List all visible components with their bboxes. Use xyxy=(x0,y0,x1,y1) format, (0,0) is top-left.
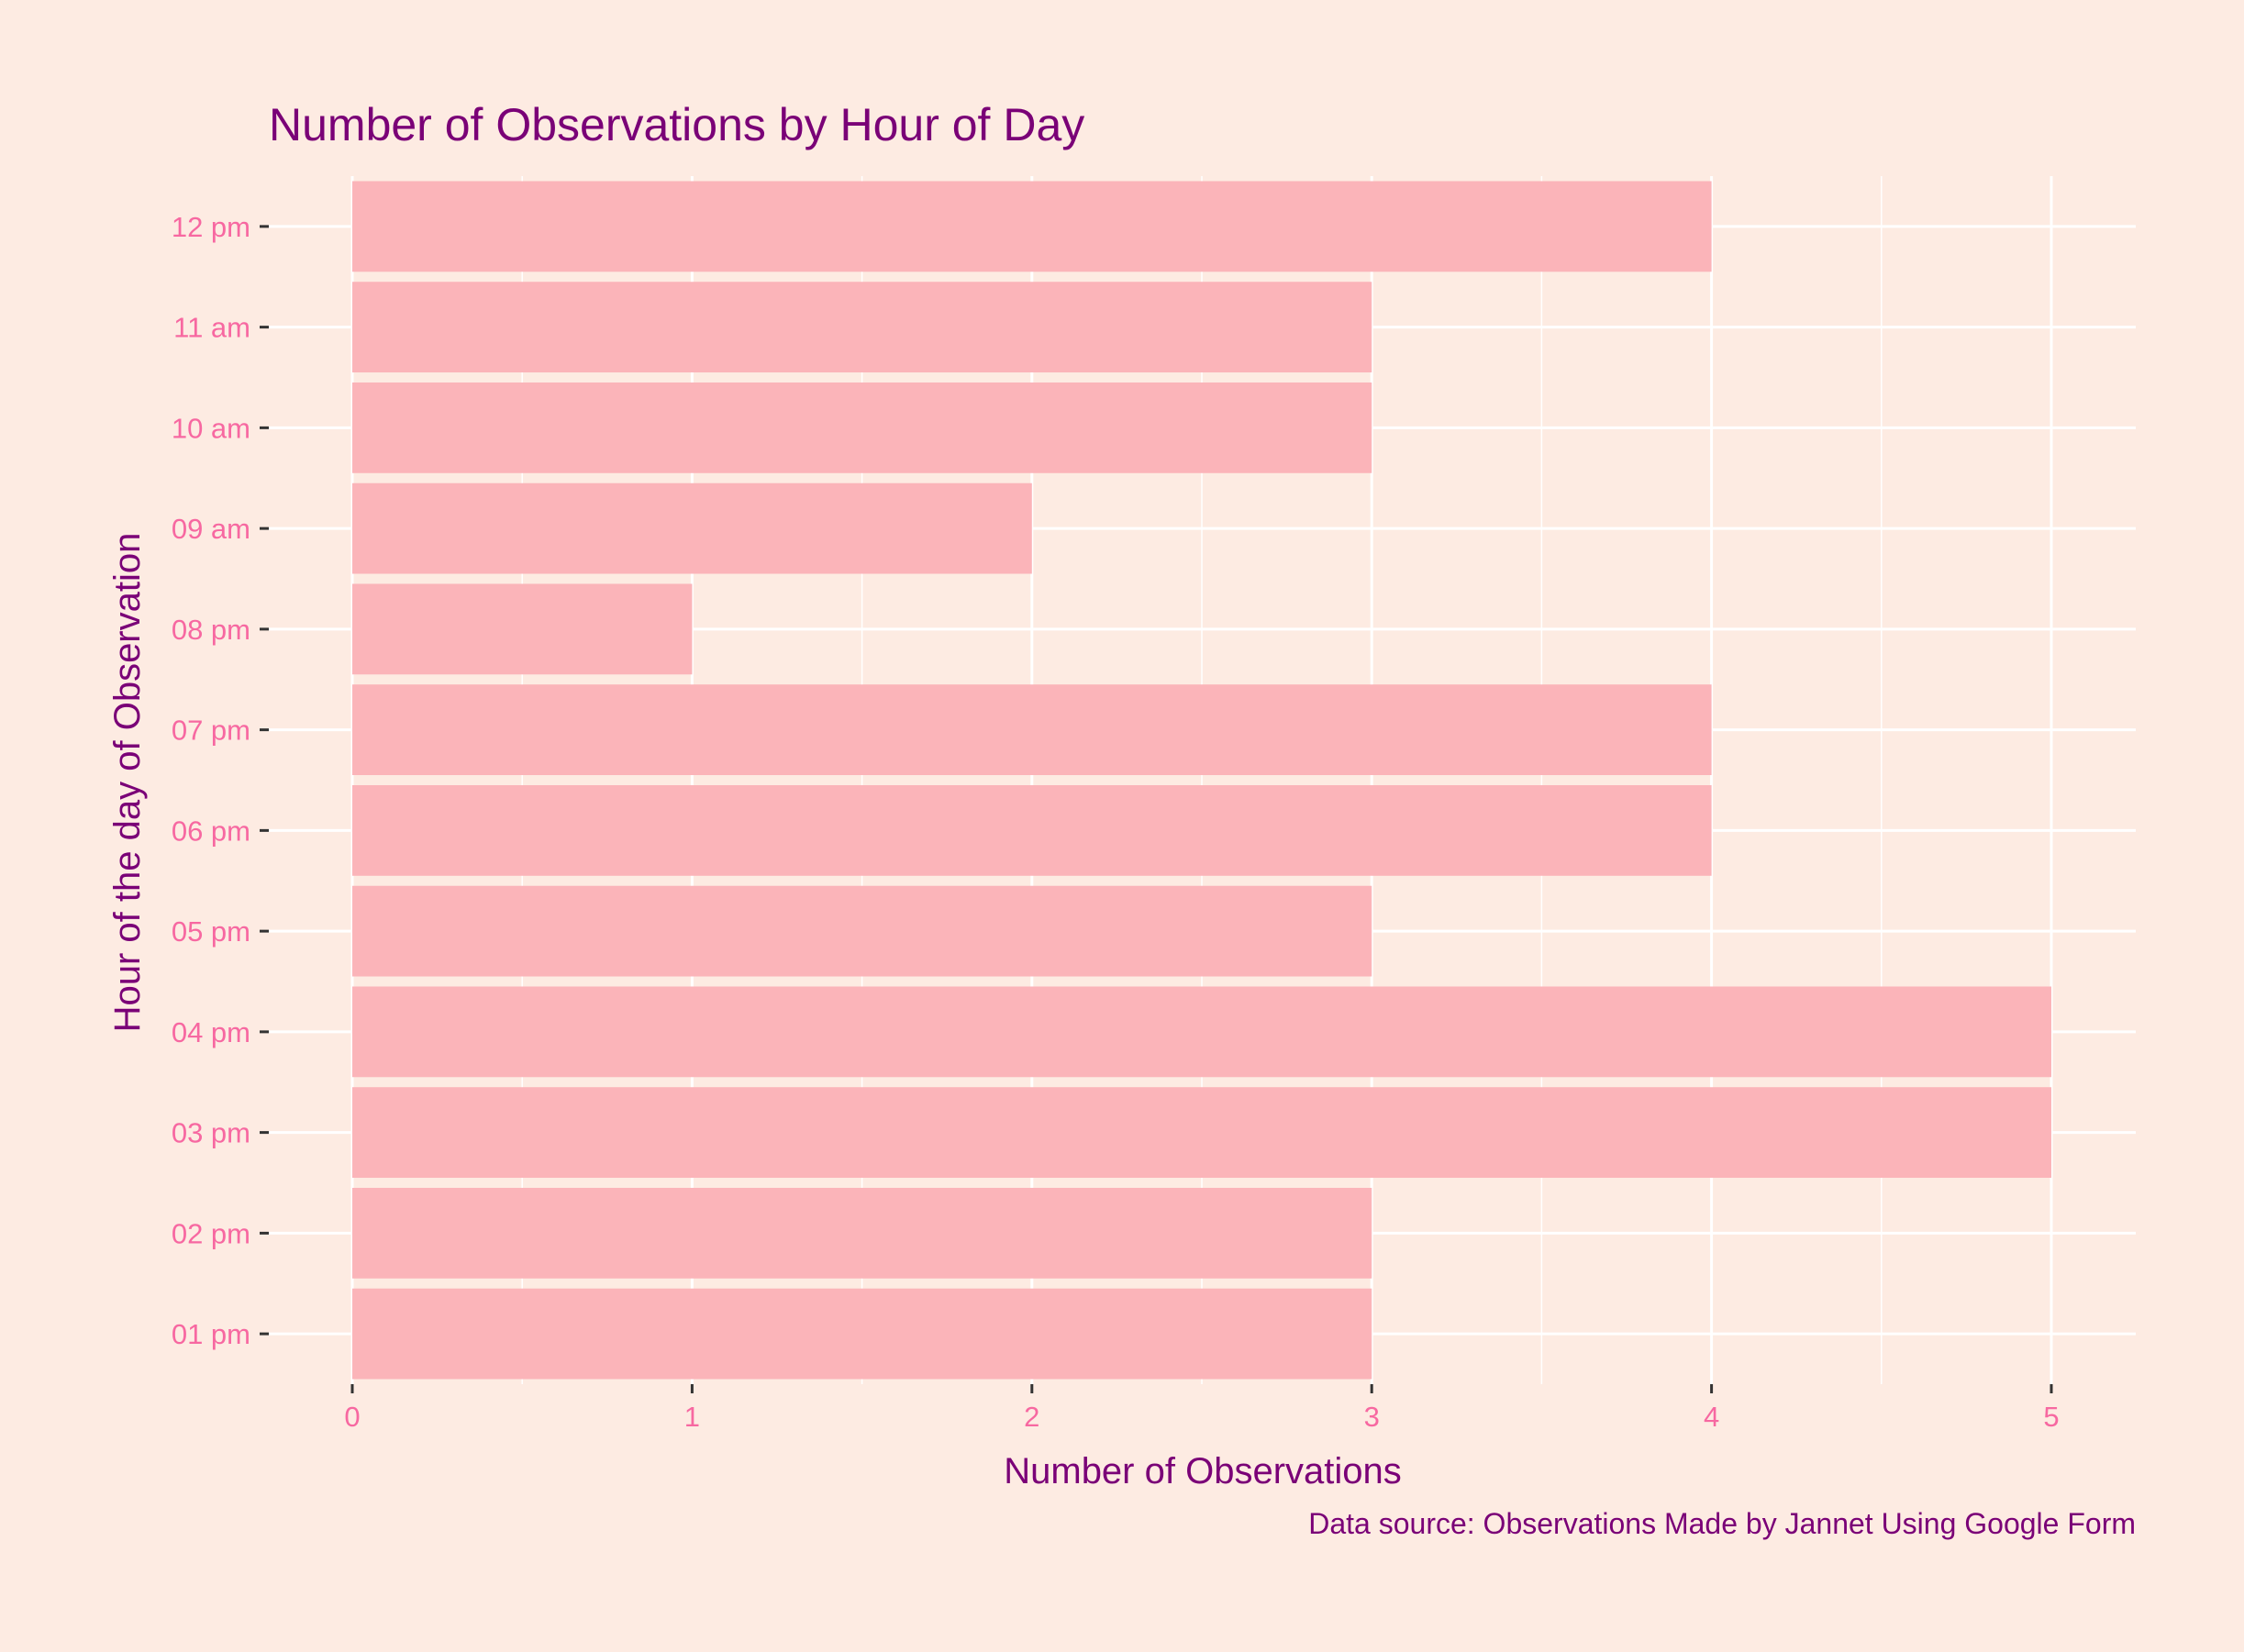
bar-12-pm xyxy=(352,181,1712,272)
bar-06-pm xyxy=(352,784,1712,876)
y-tick-label: 10 am xyxy=(172,412,250,444)
x-tick-label: 5 xyxy=(2043,1401,2059,1433)
bar-11-am xyxy=(352,282,1372,373)
y-tick-label: 05 pm xyxy=(172,915,250,948)
y-tick-label: 07 pm xyxy=(172,715,250,747)
bar-02-pm xyxy=(352,1187,1372,1279)
bar-07-pm xyxy=(352,684,1712,776)
y-tick-label: 11 am xyxy=(173,312,250,344)
axes: 01 pm 02 pm 03 pm 04 pm 05 pm 06 pm 07 pm 08 pm… xyxy=(172,211,2060,1433)
bar-08-pm xyxy=(352,583,693,675)
bar-10-am xyxy=(352,382,1372,473)
x-tick-label: 2 xyxy=(1024,1401,1039,1433)
y-tick-label: 09 am xyxy=(172,513,250,545)
y-tick-label: 03 pm xyxy=(172,1117,250,1149)
x-tick-label: 3 xyxy=(1364,1401,1380,1433)
bars xyxy=(352,181,2051,1380)
x-tick-label: 0 xyxy=(344,1401,360,1433)
y-tick-label: 04 pm xyxy=(172,1016,250,1048)
y-tick-label: 06 pm xyxy=(172,815,250,847)
x-axis-title: Number of Observations xyxy=(1004,1451,1402,1491)
chart-caption: Data source: Observations Made by Jannet… xyxy=(1308,1507,2136,1540)
bar-01-pm xyxy=(352,1288,1372,1380)
bar-05-pm xyxy=(352,885,1372,977)
bar-04-pm xyxy=(352,986,2051,1078)
y-tick-label: 12 pm xyxy=(172,211,250,243)
x-tick-label: 1 xyxy=(684,1401,700,1433)
x-tick-label: 4 xyxy=(1704,1401,1719,1433)
y-tick-label: 02 pm xyxy=(172,1217,250,1249)
y-tick-label: 08 pm xyxy=(172,614,250,646)
chart-title: Number of Observations by Hour of Day xyxy=(269,99,1084,150)
y-tick-label: 01 pm xyxy=(172,1318,250,1350)
bar-03-pm xyxy=(352,1087,2051,1179)
y-axis-title: Hour of the day of Observation xyxy=(107,533,148,1033)
bar-09-am xyxy=(352,482,1032,574)
